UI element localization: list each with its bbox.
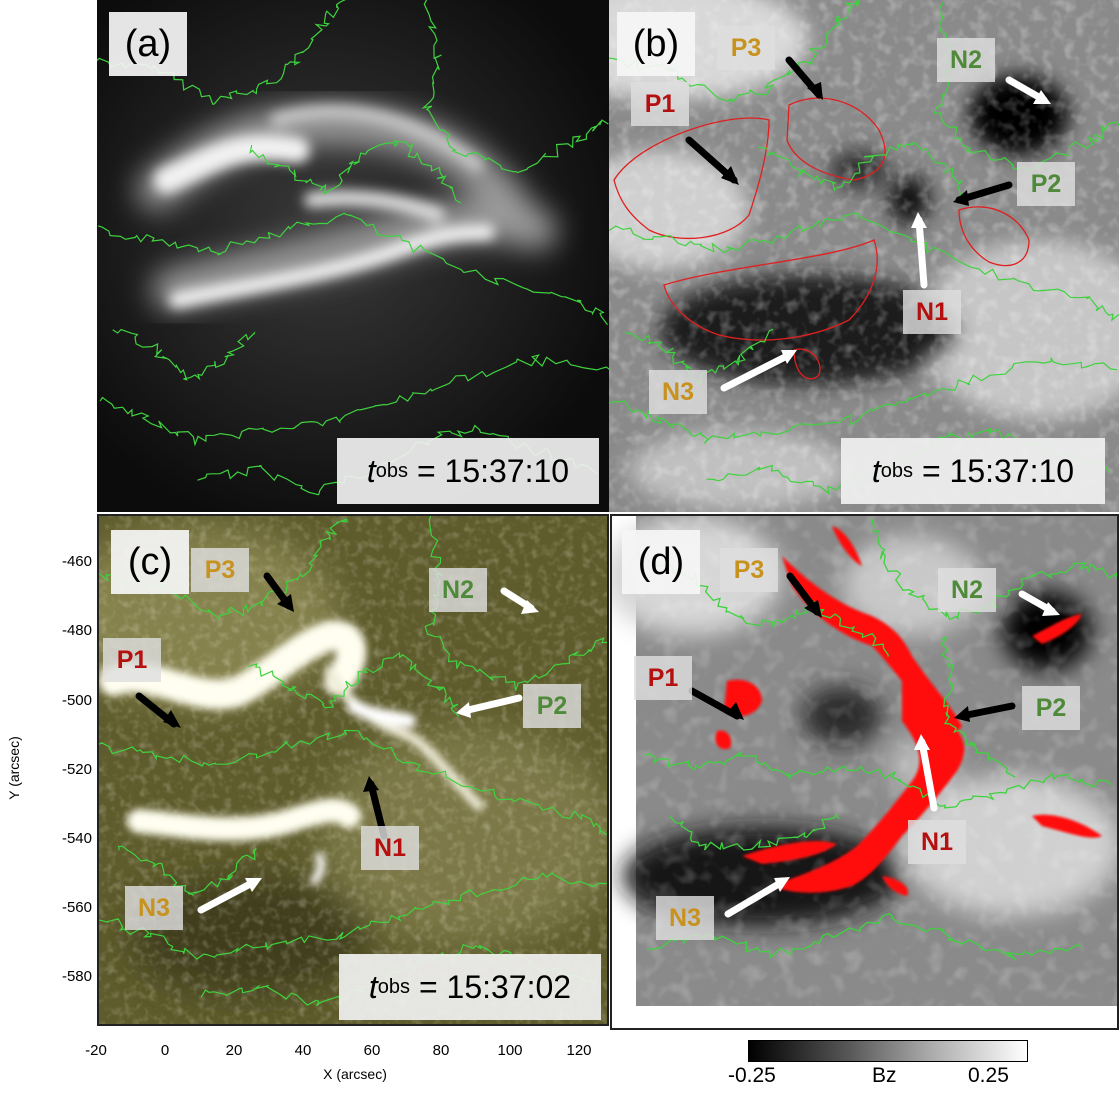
- x-tick: 40: [294, 1042, 312, 1059]
- panel-d-label-p1: P1: [634, 656, 692, 700]
- panel-b-label-n2: N2: [937, 38, 995, 82]
- x-tick: 120: [566, 1042, 592, 1059]
- x-axis-label: X (arcsec): [323, 1066, 387, 1082]
- arrow-c-n3: [197, 878, 258, 914]
- panel-b-time-value: = 15:37:10: [921, 452, 1075, 489]
- panel-b-label-p3: P3: [717, 26, 775, 70]
- panel-b-label-n3: N3: [649, 370, 707, 414]
- x-tick: 80: [432, 1042, 450, 1059]
- panel-b-label-p1: P1: [631, 82, 689, 126]
- panel-a-time-value: = 15:37:10: [416, 452, 570, 489]
- x-tick: 100: [497, 1042, 523, 1059]
- panel-c-time-symbol: t: [368, 968, 378, 1005]
- panel-c-label-n1: N1: [361, 826, 419, 870]
- panel-c-time-sub: obs: [377, 975, 411, 998]
- panel-a-time-stamp: t obs = 15:37:10: [337, 438, 599, 504]
- panel-c-time-stamp: t obs = 15:37:02: [339, 954, 601, 1020]
- panel-d-letter: (d): [622, 530, 700, 594]
- panel-d-label-p3: P3: [720, 548, 778, 592]
- x-tick: 60: [363, 1042, 381, 1059]
- panel-a-time-sub: obs: [375, 459, 409, 482]
- panel-b-time-stamp: t obs = 15:37:10: [841, 438, 1105, 504]
- y-tick: -560: [61, 899, 92, 916]
- panel-c-label-n2: N2: [429, 568, 487, 612]
- panel-d-label-n2: N2: [938, 568, 996, 612]
- panel-c-label-p3: P3: [191, 548, 249, 592]
- panel-c: (c) P3 P1 N2 P2 N1 N3 t obs = 15:37:02: [97, 514, 609, 1026]
- colorbar-max: 0.25: [968, 1064, 1009, 1087]
- y-tick: -500: [61, 692, 92, 709]
- arrow-b-n1: [915, 216, 928, 289]
- panel-a-image: [97, 0, 609, 512]
- arrow-c-p2: [460, 694, 523, 715]
- colorbar-min: -0.25: [728, 1064, 776, 1087]
- x-tick: -20: [85, 1042, 107, 1059]
- panel-b-label-p2: P2: [1017, 162, 1075, 206]
- x-tick: 20: [225, 1042, 243, 1059]
- panel-c-image: [99, 516, 607, 1024]
- panel-d: (d) P3 P1 N2 P2 N1 N3: [610, 514, 1119, 1030]
- y-tick: -460: [61, 553, 92, 570]
- panel-b-time-symbol: t: [871, 452, 881, 489]
- panel-b-label-n1: N1: [903, 290, 961, 334]
- panel-b-magnetogram: [609, 0, 1119, 512]
- y-tick: -540: [61, 830, 92, 847]
- panel-c-label-p1: P1: [103, 638, 161, 682]
- panel-d-label-n1: N1: [908, 820, 966, 864]
- panel-a: (a) t obs = 15:37:10: [97, 0, 609, 512]
- panel-b-time-sub: obs: [880, 459, 914, 482]
- panel-c-label-n3: N3: [125, 886, 183, 930]
- panel-b-letter: (b): [617, 12, 695, 76]
- arrow-d-n1: [918, 738, 938, 812]
- arrow-d-p2: [958, 702, 1016, 720]
- y-axis-label: Y (arcsec): [6, 736, 22, 800]
- y-tick: -520: [61, 761, 92, 778]
- panel-a-letter: (a): [109, 12, 187, 76]
- panel-c-letter: (c): [111, 530, 189, 594]
- panel-b: (b) P3 P1 N2 P2 N1 N3 t obs = 15:37:10: [609, 0, 1119, 512]
- y-tick: -580: [61, 968, 92, 985]
- y-tick: -480: [61, 622, 92, 639]
- panel-c-label-p2: P2: [523, 684, 581, 728]
- arrow-d-n3: [724, 878, 786, 918]
- panel-c-time-value: = 15:37:02: [418, 968, 572, 1005]
- colorbar-label: Bz: [872, 1064, 897, 1087]
- panel-a-time-symbol: t: [366, 452, 376, 489]
- arrow-b-n3: [720, 351, 793, 392]
- x-tick: 0: [160, 1042, 170, 1059]
- panel-d-label-p2: P2: [1022, 686, 1080, 730]
- colorbar: [748, 1040, 1028, 1062]
- panel-d-label-n3: N3: [656, 896, 714, 940]
